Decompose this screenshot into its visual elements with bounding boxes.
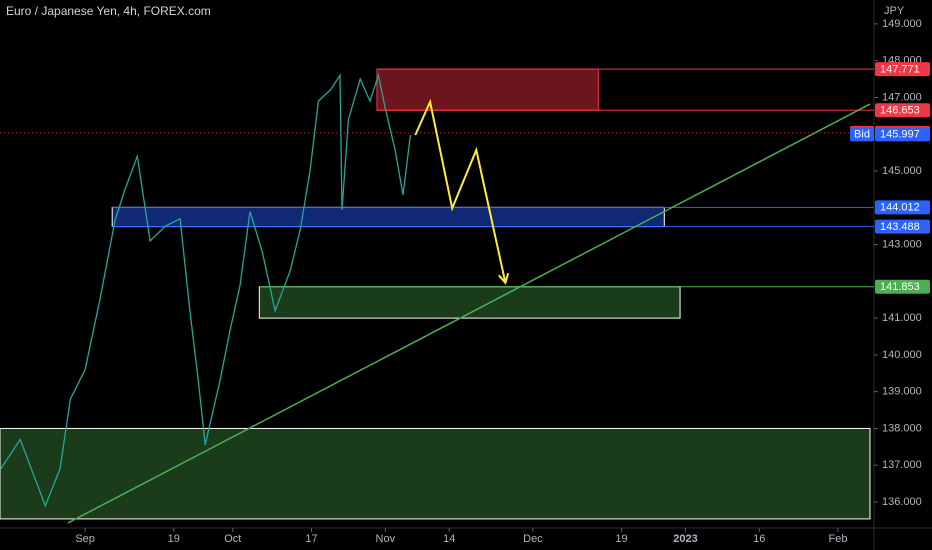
price-label-box — [875, 219, 930, 234]
y-tick-label: 143.000 — [882, 238, 922, 250]
price-label: 141.853 — [880, 281, 920, 293]
y-tick-label: 136.000 — [882, 496, 922, 508]
price-label: 145.997 — [880, 129, 920, 141]
y-unit: JPY — [884, 5, 905, 17]
zone — [0, 427, 871, 520]
price-label: 144.012 — [880, 202, 920, 214]
x-tick-label: 14 — [443, 533, 455, 545]
chart-title: Euro / Japanese Yen, 4h, FOREX.com — [6, 4, 211, 18]
price-label-box — [875, 103, 930, 118]
y-tick-label: 147.000 — [882, 91, 922, 103]
zone — [111, 206, 665, 228]
projection-arrow — [414, 98, 507, 284]
arrow-head — [498, 272, 510, 285]
y-tick-label: 145.000 — [882, 165, 922, 177]
zone — [376, 68, 599, 111]
y-tick-label: 140.000 — [882, 349, 922, 361]
y-tick-label: 138.000 — [882, 422, 922, 434]
x-tick-label: 19 — [168, 533, 180, 545]
x-tick-label: Dec — [523, 533, 543, 545]
price-label: 143.488 — [880, 221, 920, 233]
price-tag-box — [850, 127, 874, 142]
price-label: 147.771 — [880, 64, 920, 76]
y-tick-label: 149.000 — [882, 18, 922, 30]
x-tick-label: 2023 — [673, 533, 697, 545]
x-tick-label: 16 — [753, 533, 765, 545]
price-label-box — [875, 279, 930, 294]
x-tick-label: Sep — [75, 533, 95, 545]
price-label: 146.653 — [880, 105, 920, 117]
x-tick-label: 19 — [615, 533, 627, 545]
price-label-box — [875, 127, 930, 142]
price-label-box — [875, 62, 930, 77]
x-tick-label: Nov — [376, 533, 396, 545]
x-tick-label: Feb — [829, 533, 848, 545]
x-tick-label: Oct — [224, 533, 241, 545]
y-tick-label: 139.000 — [882, 386, 922, 398]
y-tick-label: 137.000 — [882, 459, 922, 471]
trendline — [67, 103, 871, 524]
y-tick-label: 141.000 — [882, 312, 922, 324]
x-tick-label: 17 — [305, 533, 317, 545]
price-line — [0, 72, 412, 508]
price-tag: Bid — [854, 129, 870, 141]
price-label-box — [875, 200, 930, 215]
